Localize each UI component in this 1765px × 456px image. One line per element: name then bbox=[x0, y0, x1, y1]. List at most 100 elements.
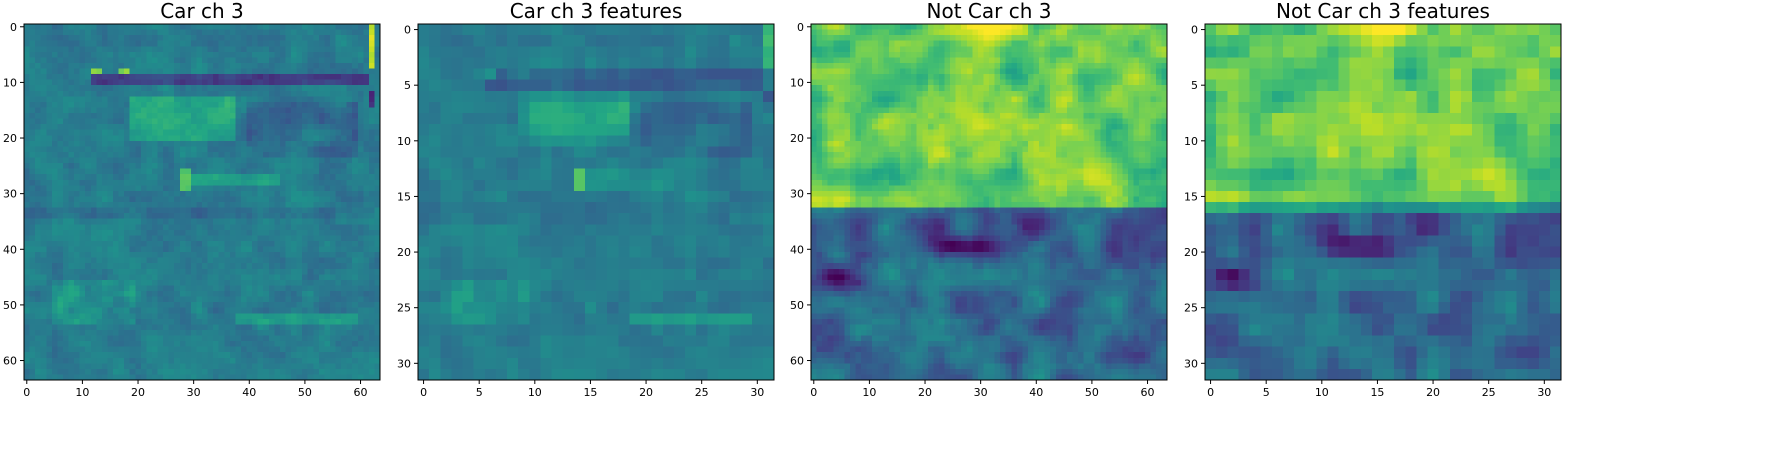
heatmap-cell bbox=[258, 185, 264, 191]
heatmap-cell bbox=[269, 141, 275, 147]
heatmap-cell bbox=[352, 363, 358, 369]
heatmap-cell bbox=[180, 158, 186, 164]
heatmap-cell bbox=[41, 258, 47, 264]
heatmap-cell bbox=[124, 113, 130, 119]
heatmap-cell bbox=[30, 313, 36, 319]
heatmap-cell bbox=[185, 74, 191, 80]
heatmap-cell bbox=[652, 102, 664, 114]
heatmap-cell bbox=[191, 235, 197, 241]
heatmap-cell bbox=[185, 330, 191, 336]
heatmap-cell bbox=[57, 141, 63, 147]
heatmap-cell bbox=[230, 230, 236, 236]
heatmap-cell bbox=[474, 302, 486, 314]
heatmap-cell bbox=[763, 146, 775, 158]
heatmap-cell bbox=[119, 113, 125, 119]
heatmap-cell bbox=[308, 96, 314, 102]
heatmap-cell bbox=[119, 102, 125, 108]
heatmap-cell bbox=[563, 180, 575, 192]
heatmap-cell bbox=[252, 358, 258, 364]
heatmap-cell bbox=[518, 247, 530, 259]
heatmap-cell bbox=[113, 57, 119, 63]
heatmap-cell bbox=[119, 213, 125, 219]
heatmap-cell bbox=[180, 63, 186, 69]
heatmap-cell bbox=[35, 91, 41, 97]
heatmap-cell bbox=[308, 308, 314, 314]
heatmap-cell bbox=[280, 297, 286, 303]
heatmap-cell bbox=[324, 352, 330, 358]
heatmap-cell bbox=[563, 57, 575, 69]
heatmap-cell bbox=[418, 324, 430, 336]
heatmap-cell bbox=[63, 313, 69, 319]
heatmap-cell bbox=[158, 74, 164, 80]
heatmap-cell bbox=[324, 302, 330, 308]
heatmap-cell bbox=[219, 219, 225, 225]
heatmap-cell bbox=[308, 291, 314, 297]
heatmap-cell bbox=[30, 24, 36, 30]
heatmap-cell bbox=[213, 158, 219, 164]
heatmap-cell bbox=[336, 235, 342, 241]
heatmap-cell bbox=[302, 208, 308, 214]
heatmap-cell bbox=[269, 263, 275, 269]
heatmap-cell bbox=[496, 146, 508, 158]
heatmap-cell bbox=[308, 113, 314, 119]
heatmap-cell bbox=[35, 96, 41, 102]
heatmap-cell bbox=[96, 107, 102, 113]
heatmap-cell bbox=[352, 185, 358, 191]
heatmap-cell bbox=[52, 202, 58, 208]
heatmap-cell bbox=[124, 202, 130, 208]
heatmap-cell bbox=[152, 124, 158, 130]
heatmap-cell bbox=[202, 369, 208, 375]
heatmap-cell bbox=[158, 302, 164, 308]
heatmap-cell bbox=[124, 163, 130, 169]
heatmap-cell bbox=[141, 152, 147, 158]
heatmap-cell bbox=[135, 369, 141, 375]
heatmap-cell bbox=[91, 107, 97, 113]
heatmap-cell bbox=[507, 158, 519, 170]
heatmap-cell bbox=[440, 191, 452, 203]
heatmap-cell bbox=[102, 191, 108, 197]
heatmap-cell bbox=[219, 24, 225, 30]
heatmap-cell bbox=[297, 363, 303, 369]
heatmap-cell bbox=[80, 174, 86, 180]
heatmap-cell bbox=[113, 24, 119, 30]
heatmap-cell bbox=[263, 291, 269, 297]
heatmap-cell bbox=[308, 274, 314, 280]
heatmap-cell bbox=[369, 313, 375, 319]
heatmap-cell bbox=[618, 113, 630, 125]
heatmap-cell bbox=[741, 313, 753, 325]
heatmap-cell bbox=[319, 174, 325, 180]
heatmap-cell bbox=[230, 196, 236, 202]
heatmap-cell bbox=[113, 302, 119, 308]
heatmap-cell bbox=[247, 130, 253, 136]
heatmap-cell bbox=[219, 174, 225, 180]
heatmap-cell bbox=[163, 274, 169, 280]
heatmap-cell bbox=[291, 74, 297, 80]
heatmap-cell bbox=[191, 24, 197, 30]
heatmap-cell bbox=[552, 180, 564, 192]
heatmap-cell bbox=[252, 96, 258, 102]
heatmap-cell bbox=[247, 235, 253, 241]
heatmap-cell bbox=[336, 107, 342, 113]
heatmap-cell bbox=[41, 119, 47, 125]
heatmap-cell bbox=[718, 235, 730, 247]
heatmap-cell bbox=[291, 213, 297, 219]
heatmap-cell bbox=[529, 280, 541, 292]
heatmap-cell bbox=[35, 258, 41, 264]
heatmap-cell bbox=[107, 235, 113, 241]
heatmap-cell bbox=[57, 80, 63, 86]
heatmap-cell bbox=[369, 241, 375, 247]
heatmap-cell bbox=[213, 230, 219, 236]
heatmap-cell bbox=[158, 119, 164, 125]
heatmap-cell bbox=[302, 191, 308, 197]
heatmap-cell bbox=[163, 224, 169, 230]
heatmap-cell bbox=[107, 46, 113, 52]
heatmap-cell bbox=[529, 46, 541, 58]
heatmap-cell bbox=[146, 274, 152, 280]
heatmap-cell bbox=[496, 302, 508, 314]
heatmap-cell bbox=[113, 130, 119, 136]
heatmap-cell bbox=[180, 74, 186, 80]
heatmap-cell bbox=[63, 158, 69, 164]
heatmap-cell bbox=[352, 280, 358, 286]
heatmap-cell bbox=[291, 102, 297, 108]
heatmap-cell bbox=[369, 224, 375, 230]
